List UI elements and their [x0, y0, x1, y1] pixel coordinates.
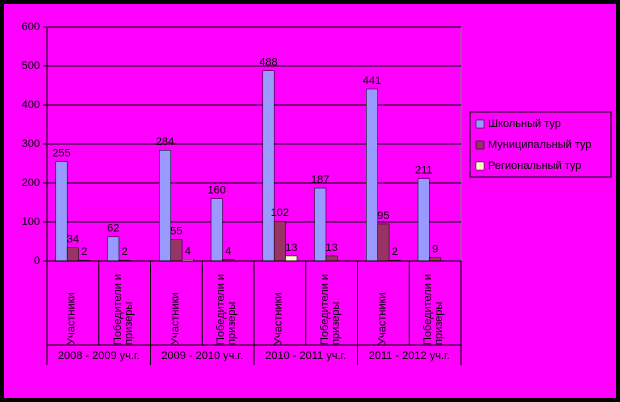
x-tick-label: Победители и призеры	[215, 273, 239, 345]
legend-label: Муниципальный тур	[488, 139, 592, 151]
legend-swatch	[475, 161, 485, 171]
bar	[429, 257, 442, 262]
value-label: 9	[432, 243, 438, 255]
value-label: 102	[271, 207, 289, 219]
y-tick-label: 100	[22, 216, 40, 228]
group-label: 2011 - 2012 уч.г.	[369, 350, 450, 362]
bar	[417, 178, 430, 262]
bar	[107, 236, 120, 262]
bar	[285, 255, 298, 262]
bar	[262, 70, 275, 262]
value-label: 187	[311, 174, 329, 186]
y-tick-label: 500	[22, 60, 40, 72]
x-tick-label: Участники	[169, 292, 181, 345]
bar	[273, 220, 286, 262]
value-label: 55	[170, 225, 182, 237]
bar	[55, 161, 68, 262]
value-label: 2	[81, 246, 87, 258]
y-tick-label: 600	[22, 21, 40, 33]
category-label-box: Победители и призеры	[215, 273, 239, 345]
value-label: 13	[285, 242, 297, 254]
bar	[66, 247, 79, 262]
group-label: 2009 - 2010 уч.г.	[161, 350, 243, 362]
category-label-box: Победители и призеры	[318, 273, 342, 345]
y-tick-label: 0	[34, 255, 40, 267]
bar	[210, 198, 223, 262]
bar	[366, 88, 378, 262]
x-tick-label: Участники	[272, 292, 285, 345]
x-tick-label: Победители и призеры	[318, 273, 342, 345]
category-label-box: Победители и призеры	[111, 273, 135, 345]
category-label-box: Участники	[169, 292, 181, 345]
x-tick-label: Участники	[65, 292, 78, 345]
legend-swatch	[475, 140, 485, 150]
group-label: 2008 - 2009 уч.г.	[58, 350, 140, 362]
x-tick-label: Победители и призеры	[111, 273, 135, 345]
bar	[159, 149, 171, 262]
bar	[377, 223, 390, 262]
legend-label: Школьный тур	[488, 118, 561, 130]
legend-swatch	[475, 119, 485, 129]
value-label: 13	[326, 242, 338, 254]
value-label: 255	[52, 147, 70, 159]
value-label: 34	[67, 234, 79, 246]
value-label: 441	[363, 75, 381, 87]
legend-label: Региональный тур	[488, 160, 581, 172]
y-tick-label: 400	[22, 99, 40, 111]
value-label: 2	[122, 246, 128, 258]
value-label: 488	[259, 57, 277, 69]
value-label: 284	[156, 136, 174, 148]
bar	[314, 187, 327, 262]
value-label: 95	[377, 210, 389, 222]
value-label: 4	[185, 245, 191, 257]
bar	[170, 239, 183, 262]
value-label: 2	[392, 246, 398, 258]
y-tick-label: 300	[22, 138, 40, 150]
x-tick-label: Участники	[376, 292, 388, 345]
legend	[469, 111, 612, 178]
y-tick-label: 200	[22, 177, 40, 189]
group-label: 2010 - 2011 уч.г.	[265, 350, 346, 362]
value-label: 211	[415, 165, 433, 177]
value-label: 4	[225, 245, 231, 257]
category-label-box: Участники	[272, 292, 285, 345]
category-label-box: Участники	[376, 292, 388, 345]
bar	[325, 255, 338, 262]
value-label: 160	[208, 185, 226, 197]
category-label-box: Участники	[65, 292, 78, 345]
value-label: 62	[107, 223, 119, 235]
x-tick-label: Победители и призеры	[422, 273, 446, 345]
category-label-box: Победители и призеры	[422, 273, 446, 345]
